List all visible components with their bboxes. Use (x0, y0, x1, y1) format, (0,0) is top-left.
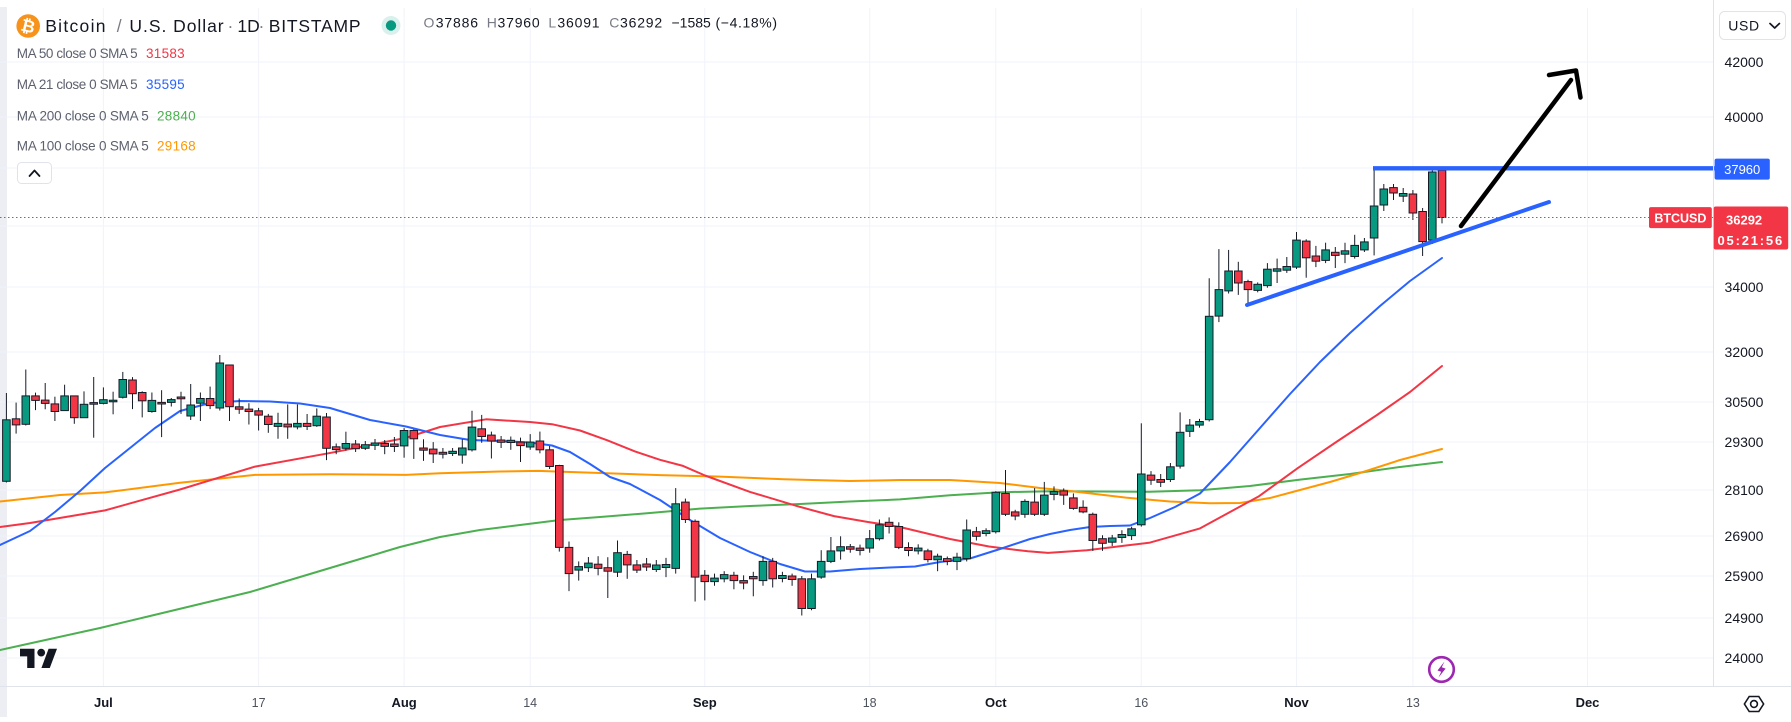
svg-text:·: · (259, 16, 265, 36)
svg-text:Jul: Jul (94, 695, 113, 710)
svg-text:H: H (487, 14, 497, 30)
svg-text:MA 50 close 0 SMA 5: MA 50 close 0 SMA 5 (17, 46, 138, 61)
svg-text:26900: 26900 (1725, 528, 1764, 544)
svg-text:USD: USD (1728, 18, 1759, 34)
svg-text:32000: 32000 (1725, 344, 1764, 360)
svg-text:BITSTAMP: BITSTAMP (269, 16, 361, 36)
svg-text:36091: 36091 (557, 14, 599, 30)
svg-text:·: · (228, 16, 234, 36)
svg-text:MA 21 close 0 SMA 5: MA 21 close 0 SMA 5 (17, 77, 138, 92)
svg-text:Dec: Dec (1576, 695, 1600, 710)
svg-text:/: / (117, 16, 122, 36)
svg-text:35595: 35595 (146, 77, 185, 92)
svg-text:L: L (548, 14, 556, 30)
svg-text:05:21:56: 05:21:56 (1718, 233, 1783, 248)
svg-text:16: 16 (1134, 696, 1148, 710)
svg-text:MA 200 close 0 SMA 5: MA 200 close 0 SMA 5 (17, 109, 149, 124)
svg-text:17: 17 (252, 696, 266, 710)
svg-text:U.S. Dollar: U.S. Dollar (129, 16, 223, 36)
svg-text:(−4.18%): (−4.18%) (716, 14, 778, 30)
svg-text:28100: 28100 (1725, 482, 1764, 498)
svg-text:31583: 31583 (146, 46, 185, 61)
svg-text:Aug: Aug (391, 695, 416, 710)
svg-text:O: O (424, 14, 435, 30)
svg-text:37886: 37886 (436, 14, 478, 30)
svg-text:24000: 24000 (1725, 650, 1764, 666)
svg-text:36292: 36292 (620, 14, 662, 30)
svg-text:Bitcoin: Bitcoin (45, 16, 105, 36)
svg-text:Sep: Sep (693, 695, 717, 710)
svg-text:28840: 28840 (157, 109, 196, 124)
svg-text:18: 18 (863, 696, 877, 710)
svg-text:Nov: Nov (1284, 695, 1309, 710)
svg-text:1D: 1D (237, 16, 259, 36)
svg-text:₿: ₿ (19, 16, 37, 38)
svg-text:Oct: Oct (985, 695, 1007, 710)
svg-text:40000: 40000 (1725, 109, 1764, 125)
svg-text:BTCUSD: BTCUSD (1654, 212, 1706, 226)
svg-text:MA 100 close 0 SMA 5: MA 100 close 0 SMA 5 (17, 139, 149, 154)
svg-text:C: C (609, 14, 619, 30)
svg-text:30500: 30500 (1725, 394, 1764, 410)
svg-text:36292: 36292 (1726, 212, 1762, 227)
svg-text:24900: 24900 (1725, 610, 1764, 626)
svg-text:37960: 37960 (1724, 162, 1760, 177)
svg-text:14: 14 (523, 696, 537, 710)
svg-text:34000: 34000 (1725, 279, 1764, 295)
svg-text:−1585: −1585 (672, 14, 712, 30)
svg-text:25900: 25900 (1725, 568, 1764, 584)
svg-text:42000: 42000 (1725, 54, 1764, 70)
svg-text:13: 13 (1406, 696, 1420, 710)
svg-text:37960: 37960 (498, 14, 540, 30)
svg-text:29300: 29300 (1725, 434, 1764, 450)
svg-text:29168: 29168 (157, 139, 196, 154)
